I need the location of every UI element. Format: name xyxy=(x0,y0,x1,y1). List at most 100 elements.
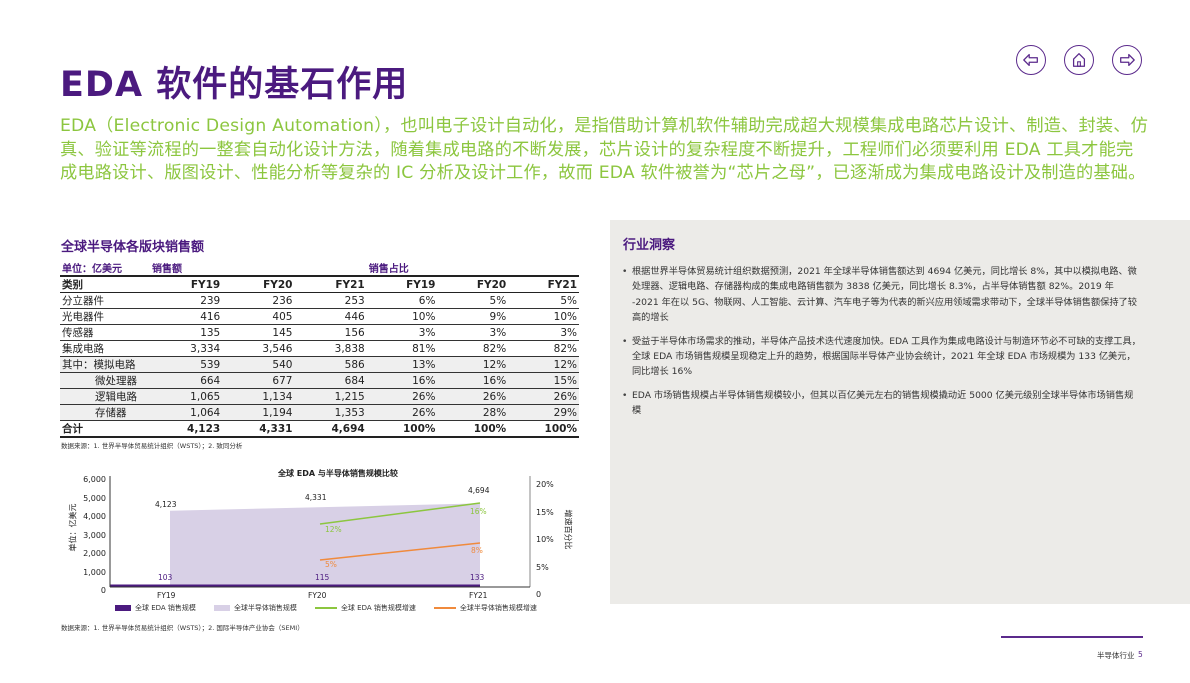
y-tick: 5,000 xyxy=(83,493,106,503)
legend-swatch xyxy=(314,607,337,609)
cell: 236 xyxy=(222,292,295,309)
cell: 12% xyxy=(437,356,509,373)
cell: 82% xyxy=(437,340,509,357)
cell: 26% xyxy=(437,388,509,405)
row-label: 合计 xyxy=(60,420,150,438)
cell: 446 xyxy=(294,308,367,325)
column-header: FY21 xyxy=(508,275,579,293)
x-tick: FY21 xyxy=(469,591,488,600)
cell: 10% xyxy=(508,308,579,325)
legend-item: 全球半导体销售规模增速 xyxy=(433,603,537,613)
cell: 26% xyxy=(508,388,579,405)
eda-label: 133 xyxy=(470,573,485,582)
table-group-header: 单位：亿美元 销售额 销售占比 xyxy=(60,260,579,276)
arrow-right-icon xyxy=(1120,53,1135,67)
row-label: 光电器件 xyxy=(60,308,150,325)
chart-legend: 全球 EDA 销售规模 全球半导体销售规模 全球 EDA 销售规模增速 全球半导… xyxy=(115,603,537,613)
cell: 16% xyxy=(366,372,438,389)
legend-swatch xyxy=(213,605,230,611)
next-page-button[interactable] xyxy=(1112,45,1142,75)
group-sales-label: 销售额 xyxy=(152,264,182,275)
cell: 3% xyxy=(508,324,579,341)
legend-item: 全球 EDA 销售规模增速 xyxy=(314,603,416,613)
legend-label: 全球 EDA 销售规模增速 xyxy=(340,604,416,612)
y-tick: 2,000 xyxy=(83,549,106,558)
legend-item: 全球半导体销售规模 xyxy=(213,603,297,613)
previous-page-button[interactable] xyxy=(1016,45,1046,75)
row-label: 逻辑电路 xyxy=(60,388,150,405)
column-header: FY20 xyxy=(222,275,295,293)
semi-label: 4,331 xyxy=(305,493,327,502)
cell: 82% xyxy=(508,340,579,357)
y-axis-ticks: 6,000 5,000 4,000 3,000 2,000 1,000 0 xyxy=(60,471,106,601)
footer-section: 半导体行业 xyxy=(1097,651,1135,660)
cell: 15% xyxy=(508,372,579,389)
home-button[interactable] xyxy=(1064,45,1094,75)
cell: 3,838 xyxy=(294,340,367,357)
table-title: 全球半导体各版块销售额 xyxy=(61,240,205,255)
cell: 1,134 xyxy=(222,388,295,405)
cell: 405 xyxy=(222,308,295,325)
x-tick: FY19 xyxy=(157,591,176,600)
cell: 81% xyxy=(366,340,438,357)
cell: 253 xyxy=(294,292,367,309)
column-header: FY20 xyxy=(437,275,509,293)
page-number: 5 xyxy=(1138,650,1143,659)
arrow-left-icon xyxy=(1023,53,1038,67)
insight-title: 行业洞察 xyxy=(623,238,676,253)
eda-vs-semiconductor-chart: 6,000 5,000 4,000 3,000 2,000 1,000 0 单位… xyxy=(60,462,590,612)
cell: 684 xyxy=(294,372,367,389)
table-row: 传感器 135 145 156 3% 3% 3% xyxy=(60,324,579,341)
table-source-note: 数据来源：1. 世界半导体贸易统计组织（WSTS）；2. 致同分析 xyxy=(61,442,243,450)
chart-title: 全球 EDA 与半导体销售规模比较 xyxy=(278,469,398,478)
page-title: EDA 软件的基石作用 xyxy=(60,65,409,105)
eda-growth-label: 12% xyxy=(325,525,342,534)
cell: 4,123 xyxy=(150,420,223,438)
row-label: 微处理器 xyxy=(60,372,150,389)
legend-label: 全球 EDA 销售规模 xyxy=(135,604,196,612)
cell: 4,331 xyxy=(222,420,295,438)
row-label: 传感器 xyxy=(60,324,150,341)
semi-growth-label: 5% xyxy=(325,560,337,569)
table-total-row: 合计 4,123 4,331 4,694 100% 100% 100% xyxy=(60,420,579,438)
cell: 3,546 xyxy=(222,340,295,357)
unit-label: 单位：亿美元 xyxy=(62,264,122,275)
sales-table: 单位：亿美元 销售额 销售占比 类别 FY19 FY20 FY21 FY19 F… xyxy=(60,260,579,438)
cell: 5% xyxy=(508,292,579,309)
y2-tick: 0 xyxy=(536,590,542,599)
cell: 1,064 xyxy=(150,404,223,421)
cell: 100% xyxy=(508,420,579,438)
cell: 13% xyxy=(366,356,438,373)
row-label: 集成电路 xyxy=(60,340,150,357)
cell: 4,694 xyxy=(294,420,367,438)
cell: 12% xyxy=(508,356,579,373)
cell: 10% xyxy=(366,308,438,325)
column-header: FY19 xyxy=(366,275,438,293)
x-tick: FY20 xyxy=(308,591,327,600)
insight-bullet: EDA 市场销售规模占半导体销售规模较小，但其以百亿美元左右的销售规模撬动近 5… xyxy=(622,388,1142,419)
column-header: FY19 xyxy=(150,275,223,293)
table-row: 分立器件 239 236 253 6% 5% 5% xyxy=(60,292,579,309)
table-row: 逻辑电路 1,065 1,134 1,215 26% 26% 26% xyxy=(60,388,579,405)
legend-label: 全球半导体销售规模增速 xyxy=(459,604,537,612)
group-share-label: 销售占比 xyxy=(368,264,409,275)
cell: 586 xyxy=(294,356,367,373)
legend-swatch xyxy=(433,607,456,609)
y2-axis-label: 增速百分比 xyxy=(563,509,573,550)
legend-item: 全球 EDA 销售规模 xyxy=(115,603,196,613)
cell: 26% xyxy=(366,404,438,421)
y-tick: 1,000 xyxy=(83,567,106,577)
y2-tick: 5% xyxy=(536,562,549,572)
table-row: 光电器件 416 405 446 10% 9% 10% xyxy=(60,308,579,325)
y2-tick: 15% xyxy=(536,507,554,517)
footer-divider xyxy=(1001,636,1143,638)
semi-label: 4,123 xyxy=(155,500,177,509)
chart-canvas xyxy=(109,476,531,588)
cell: 26% xyxy=(366,388,438,405)
cell: 1,065 xyxy=(150,388,223,405)
table-row: 其中：模拟电路 539 540 586 13% 12% 12% xyxy=(60,356,579,373)
insight-bullet: 根据世界半导体贸易统计组织数据预测，2021 年全球半导体销售额达到 4694 … xyxy=(622,264,1142,326)
eda-label: 103 xyxy=(158,573,173,582)
y2-tick: 10% xyxy=(536,535,554,544)
cell: 677 xyxy=(222,372,295,389)
